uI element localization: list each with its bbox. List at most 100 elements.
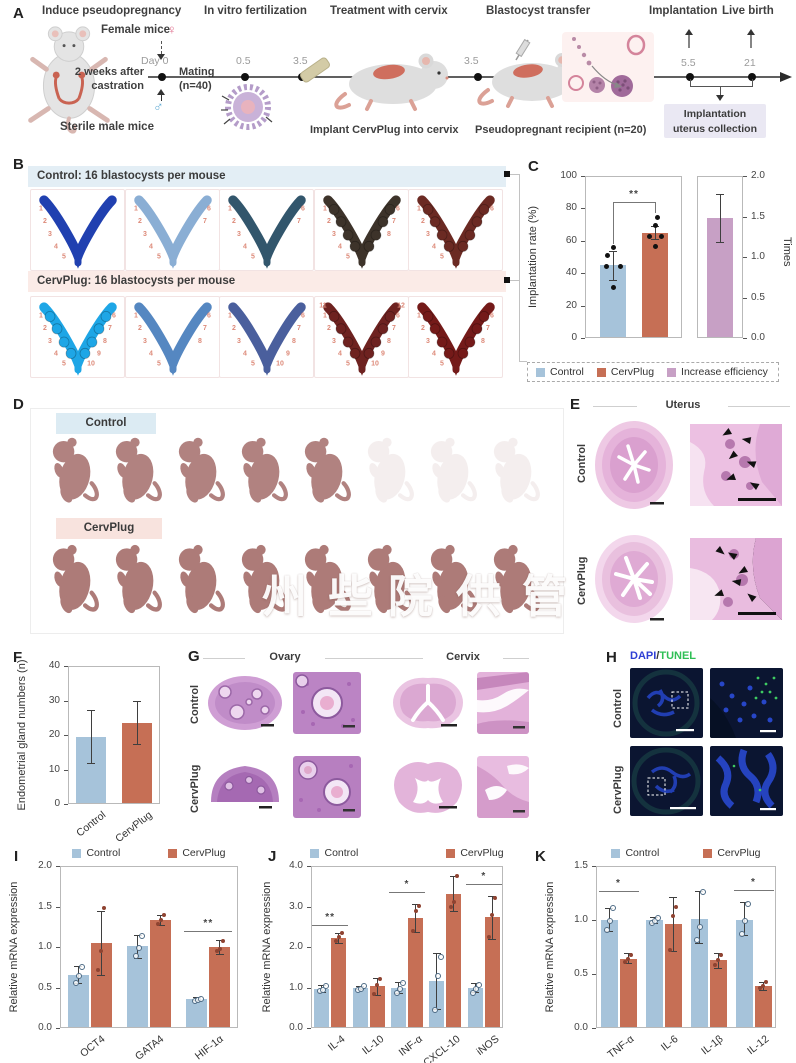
error-cap bbox=[215, 954, 224, 956]
svg-text:6: 6 bbox=[207, 204, 211, 212]
y-tick-mark bbox=[307, 947, 311, 948]
svg-text:4: 4 bbox=[243, 349, 247, 357]
timeline bbox=[148, 72, 792, 82]
panel-a-label: A bbox=[13, 5, 24, 22]
row-label-control: Control bbox=[576, 443, 588, 483]
y-tick-mark bbox=[743, 338, 747, 339]
bracket-line bbox=[690, 86, 753, 87]
svg-text:8: 8 bbox=[198, 337, 202, 345]
stain-header: DAPI/TUNEL bbox=[630, 650, 696, 662]
svg-text:6: 6 bbox=[207, 311, 211, 319]
error-bar bbox=[90, 709, 92, 764]
pup-image bbox=[233, 541, 289, 623]
svg-text:3: 3 bbox=[332, 337, 336, 345]
svg-text:1: 1 bbox=[39, 311, 43, 319]
error-cap bbox=[609, 250, 617, 252]
data-dot bbox=[629, 952, 633, 957]
bar bbox=[90, 942, 112, 1027]
y-tick-label: 0.5 bbox=[38, 981, 52, 993]
error-cap bbox=[624, 963, 632, 965]
svg-text:2: 2 bbox=[232, 217, 236, 225]
error-cap bbox=[488, 938, 497, 940]
svg-text:1: 1 bbox=[417, 204, 421, 212]
svg-text:3: 3 bbox=[143, 230, 147, 238]
svg-text:2: 2 bbox=[232, 324, 236, 332]
data-dot bbox=[399, 980, 406, 987]
svg-text:2: 2 bbox=[43, 217, 47, 225]
panel-e: E Uterus Control bbox=[568, 394, 796, 634]
connector-line bbox=[519, 361, 527, 362]
y-tick-label: 1.0 bbox=[289, 981, 303, 993]
error-cap bbox=[695, 890, 703, 892]
svg-text:2: 2 bbox=[421, 217, 425, 225]
bar bbox=[642, 232, 668, 337]
error-cap bbox=[624, 953, 632, 955]
pup-image bbox=[170, 434, 226, 512]
panel-b: B Control: 16 blastocysts per mouse Cerv… bbox=[0, 152, 520, 392]
timeline-dot bbox=[474, 73, 482, 81]
error-cap bbox=[714, 953, 722, 955]
mating-line2: (n=40) bbox=[179, 80, 212, 92]
svg-text:1: 1 bbox=[134, 311, 138, 319]
y-tick-label: 30 bbox=[48, 694, 60, 706]
svg-text:1: 1 bbox=[39, 204, 43, 212]
data-dot bbox=[220, 938, 225, 943]
y-tick-label: 2.0 bbox=[289, 941, 303, 952]
y-tick-label: 4.0 bbox=[289, 860, 303, 871]
bar bbox=[690, 918, 708, 1027]
male-symbol: ♂ bbox=[153, 98, 164, 114]
svg-text:6: 6 bbox=[490, 311, 494, 319]
legend-item: Increase efficiency bbox=[667, 366, 768, 378]
data-dot bbox=[611, 245, 616, 251]
data-dot bbox=[333, 938, 338, 943]
step-treatment: Treatment with cervix bbox=[330, 5, 448, 17]
y-tick-mark bbox=[581, 305, 585, 307]
right-axis-label: Times bbox=[781, 237, 793, 267]
y-tick-label: 40 bbox=[565, 267, 577, 279]
svg-text:5: 5 bbox=[62, 253, 66, 261]
y-axis-label-text: Implantation rate (%) bbox=[527, 205, 539, 309]
y-tick-mark bbox=[743, 297, 747, 299]
legend-swatch bbox=[310, 848, 320, 858]
svg-text:4: 4 bbox=[149, 242, 153, 250]
y-tick-label: 2.0 bbox=[751, 170, 765, 181]
y-tick-mark bbox=[64, 769, 68, 771]
error-cap bbox=[449, 875, 458, 877]
sig-stub bbox=[613, 201, 614, 245]
pup-image bbox=[107, 541, 163, 623]
title-rule-left bbox=[593, 406, 637, 407]
title-rule bbox=[503, 658, 529, 659]
bar bbox=[67, 974, 89, 1027]
data-dot bbox=[700, 888, 706, 895]
panel-k: K 0.0 0.5 1.0 1.5 Relative mRNA expression TNF… bbox=[530, 846, 796, 1063]
data-dot bbox=[487, 934, 492, 939]
ovary-overview-control bbox=[205, 672, 285, 734]
weeks-after-line2: castration bbox=[91, 80, 144, 92]
y-tick-mark bbox=[581, 208, 585, 210]
category-label: INF-α bbox=[396, 1033, 425, 1059]
cervplug-strip: CervPlug bbox=[56, 518, 162, 539]
chart-legend: Control CervPlug bbox=[596, 847, 776, 859]
data-dot bbox=[102, 906, 107, 911]
svg-text:4: 4 bbox=[338, 349, 342, 357]
category-label: IL-6 bbox=[659, 1033, 681, 1054]
legend-item: CervPlug bbox=[596, 366, 654, 378]
bar bbox=[352, 987, 368, 1027]
svg-text:8: 8 bbox=[387, 337, 391, 345]
ovary-overview-cervplug bbox=[205, 756, 285, 818]
y-tick-mark bbox=[56, 947, 60, 948]
panel-d-label: D bbox=[13, 396, 24, 413]
legend-item: CervPlug bbox=[703, 847, 761, 859]
tunel-inset-cervplug bbox=[710, 746, 783, 816]
error-bar bbox=[453, 875, 455, 911]
svg-text:4: 4 bbox=[149, 349, 153, 357]
svg-text:6: 6 bbox=[301, 311, 305, 319]
y-tick-mark bbox=[56, 906, 60, 908]
data-dot bbox=[655, 214, 660, 220]
panel-i-label: I bbox=[14, 848, 19, 865]
sig-line bbox=[465, 884, 502, 886]
legend-item: Control bbox=[611, 847, 659, 859]
bar bbox=[446, 894, 462, 1027]
